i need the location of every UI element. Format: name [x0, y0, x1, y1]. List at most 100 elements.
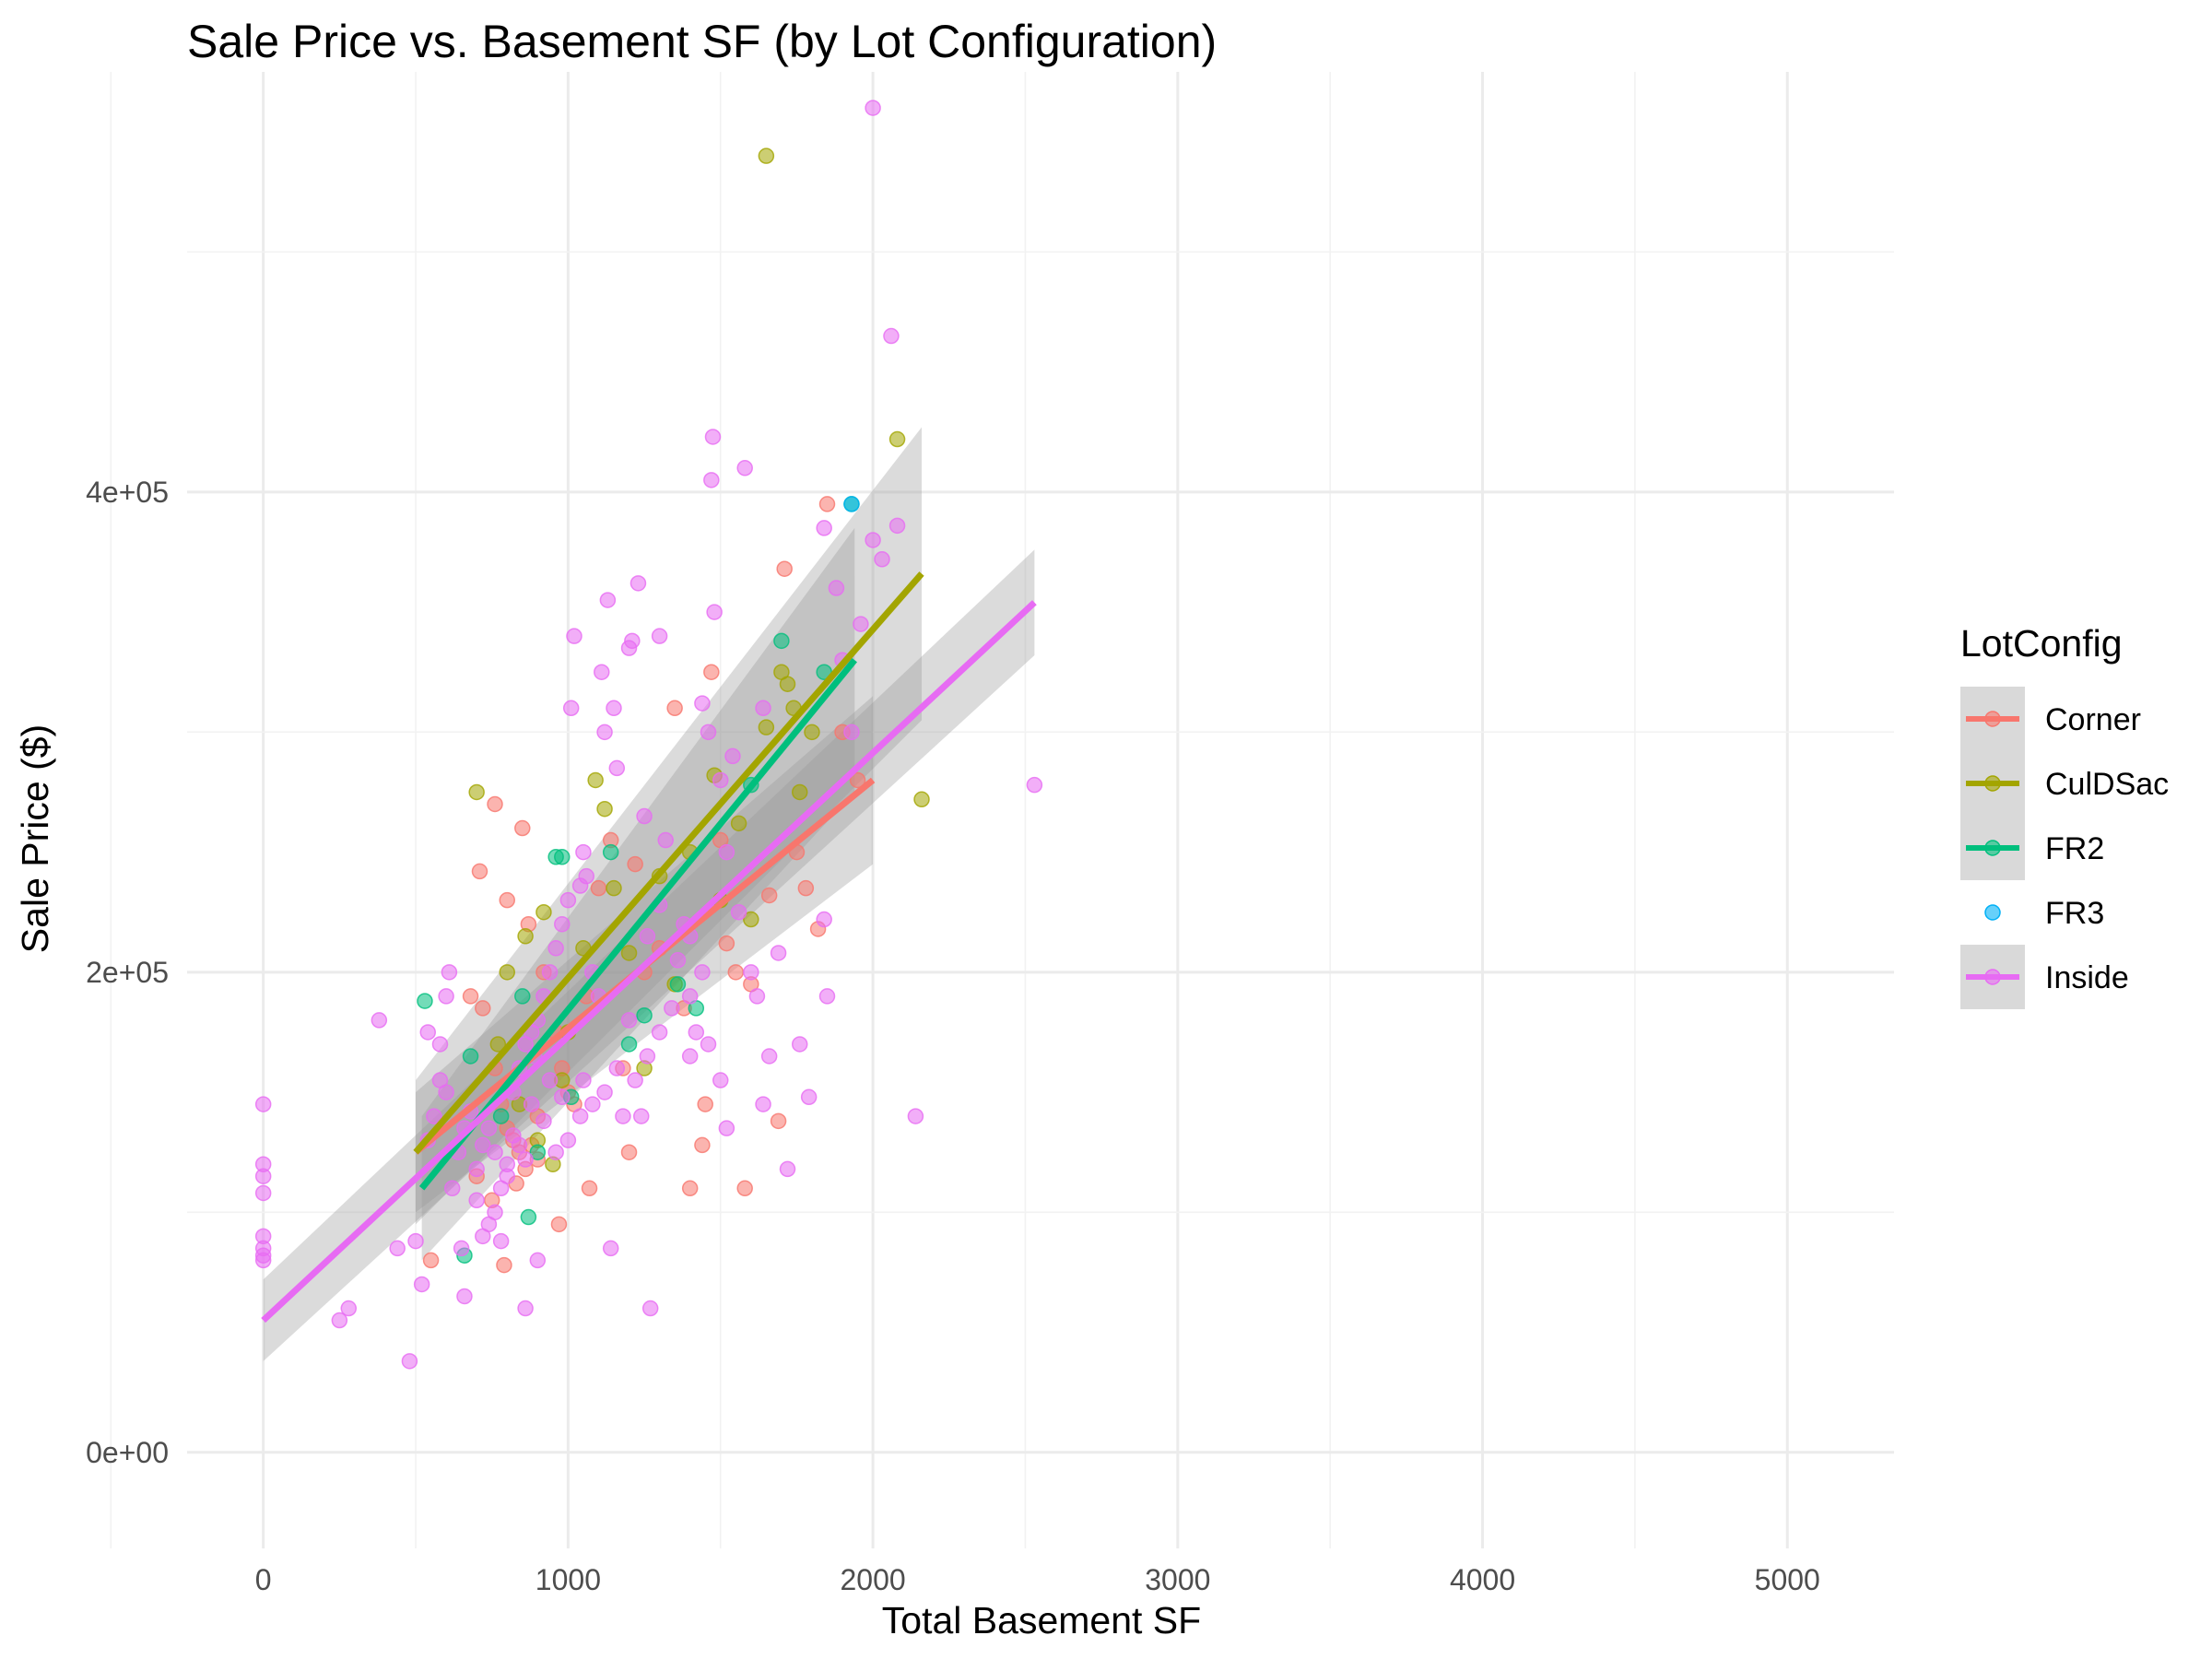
data-point-inside — [624, 632, 641, 650]
data-point-culdsac — [758, 147, 775, 164]
data-point-inside — [657, 831, 674, 849]
data-point-corner — [760, 887, 778, 904]
data-point-corner — [496, 1256, 512, 1274]
data-point-inside — [755, 1096, 771, 1112]
legend-key-point — [1984, 969, 2001, 985]
data-point-inside — [559, 1132, 577, 1148]
data-point-fr2 — [492, 1108, 510, 1124]
data-point-inside — [426, 1108, 442, 1124]
data-point-corner — [487, 795, 503, 813]
data-point-fr2 — [520, 1208, 537, 1226]
data-point-inside — [694, 964, 711, 981]
data-point-inside — [865, 100, 881, 116]
data-point-inside — [651, 1024, 668, 1041]
data-point-inside — [694, 695, 711, 712]
data-point-inside — [371, 1012, 388, 1029]
data-point-inside — [664, 1000, 680, 1017]
data-point-inside — [730, 903, 747, 921]
data-point-corner — [422, 1252, 440, 1269]
x-tick-label: 1000 — [535, 1563, 601, 1596]
data-point-inside — [541, 1072, 559, 1088]
data-point-inside — [340, 1300, 358, 1317]
x-tick-label: 4000 — [1450, 1563, 1515, 1596]
legend-label: CulDSac — [2045, 767, 2169, 802]
data-point-inside — [883, 327, 900, 345]
data-point-inside — [571, 1108, 589, 1124]
data-point-inside — [818, 988, 836, 1005]
data-point-inside — [627, 1072, 643, 1088]
data-point-inside — [681, 988, 699, 1005]
data-point-culdsac — [913, 791, 930, 808]
legend-key-point — [1984, 775, 2001, 792]
legend-key-point — [1984, 711, 2001, 727]
data-point-inside — [331, 1312, 348, 1329]
data-point-corner — [514, 819, 531, 837]
x-tick-label: 0 — [255, 1563, 272, 1596]
data-point-inside — [535, 1112, 552, 1130]
legend-item-fr2: FR2 — [1960, 816, 2104, 880]
data-point-inside — [547, 940, 564, 957]
data-point-inside — [608, 1060, 626, 1077]
data-point-inside — [718, 843, 735, 861]
data-point-inside — [755, 700, 771, 717]
data-point-inside — [748, 988, 766, 1005]
fit-line-fr2 — [418, 657, 857, 1191]
data-points — [254, 100, 1043, 1370]
legend-item-corner: Corner — [1960, 687, 2141, 751]
data-point-inside — [639, 1048, 656, 1065]
data-point-fr3 — [843, 496, 860, 512]
data-point-inside — [559, 891, 577, 909]
chart-title: Sale Price vs. Basement SF (by Lot Confi… — [187, 16, 1217, 67]
data-point-inside — [554, 915, 571, 933]
legend-label: Corner — [2045, 702, 2141, 737]
legend-label: FR2 — [2045, 831, 2104, 866]
data-point-fr2 — [636, 1006, 653, 1024]
data-point-inside — [816, 911, 832, 928]
data-point-fr2 — [529, 1144, 547, 1160]
x-tick-label: 3000 — [1145, 1563, 1210, 1596]
data-point-corner — [475, 1000, 491, 1017]
data-point-inside — [602, 1240, 619, 1257]
data-point-inside — [791, 1036, 808, 1053]
data-point-culdsac — [791, 783, 808, 801]
data-point-corner — [499, 891, 515, 909]
y-axis-title: Sale Price ($) — [14, 724, 56, 953]
data-point-inside — [596, 1084, 613, 1100]
data-point-fr2 — [602, 843, 619, 861]
legend-title: LotConfig — [1960, 622, 2123, 665]
data-point-corner — [797, 879, 815, 897]
confidence-ribbon-corner — [416, 696, 874, 1213]
data-point-corner — [694, 1136, 711, 1154]
data-point-corner — [627, 855, 643, 873]
data-point-corner — [849, 771, 866, 789]
data-point-inside — [615, 1108, 631, 1124]
data-point-inside — [456, 1288, 473, 1305]
data-point-inside — [443, 1180, 461, 1197]
data-point-fr2 — [620, 1036, 638, 1053]
data-point-culdsac — [773, 664, 790, 680]
data-point-inside — [704, 429, 722, 445]
data-point-corner — [776, 560, 793, 577]
data-point-inside — [562, 700, 580, 717]
data-point-inside — [907, 1108, 924, 1124]
data-point-inside — [468, 1160, 485, 1178]
y-tick-label: 0e+00 — [86, 1436, 169, 1469]
data-point-inside — [599, 592, 617, 608]
data-point-inside — [888, 517, 906, 535]
data-point-inside — [547, 1144, 564, 1160]
data-point-inside — [492, 1232, 510, 1250]
data-point-inside — [254, 1168, 272, 1184]
data-point-culdsac — [743, 911, 759, 928]
data-point-inside — [254, 1184, 272, 1202]
data-point-inside — [639, 928, 656, 945]
data-point-inside — [743, 964, 759, 981]
data-point-inside — [453, 1240, 470, 1257]
data-point-corner — [666, 700, 683, 717]
data-point-corner — [462, 988, 479, 1005]
data-point-inside — [779, 1160, 796, 1178]
data-point-inside — [760, 1048, 778, 1065]
data-point-inside — [441, 964, 458, 981]
data-point-inside — [816, 520, 832, 536]
data-point-inside — [468, 1192, 485, 1209]
